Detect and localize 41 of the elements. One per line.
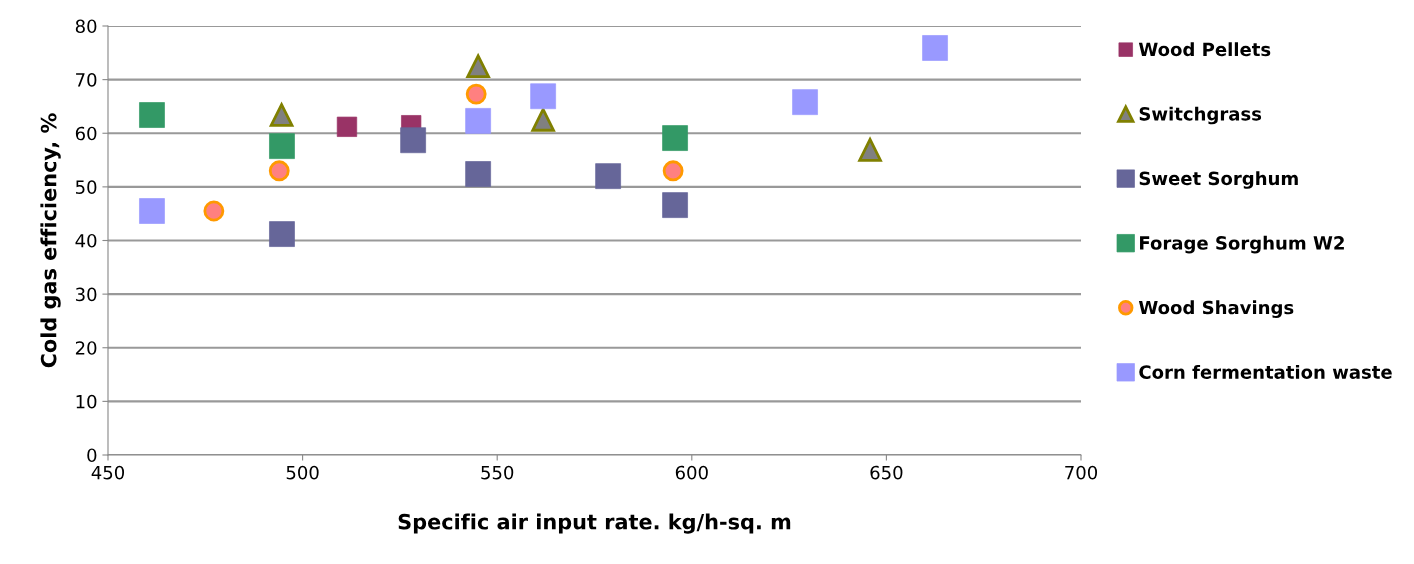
legend-label: Wood Shavings [1138, 300, 1294, 318]
point [792, 89, 818, 115]
point [662, 160, 684, 182]
y-tick-label: 30 [75, 287, 97, 302]
point [400, 127, 426, 154]
x-tick-label: 600 [675, 465, 708, 480]
x-tick-label: 700 [1065, 465, 1098, 480]
y-tick-label: 10 [76, 394, 97, 409]
y-tick-label: 40 [75, 233, 97, 248]
point [662, 192, 688, 218]
x-tick-label: 550 [481, 465, 514, 480]
point [465, 83, 487, 105]
point [139, 198, 165, 224]
point [531, 108, 555, 132]
point [662, 125, 688, 151]
legend-label: Corn fermentation waste [1139, 364, 1392, 379]
y-tick-label: 0 [87, 448, 97, 463]
legend-label: Sweet Sorghum [1139, 171, 1298, 189]
y-tick-label: 80 [75, 19, 97, 34]
point [595, 163, 621, 189]
y-tick-label: 20 [75, 341, 97, 355]
point [268, 160, 290, 182]
legend-label: Wood Pellets [1138, 42, 1271, 57]
y-tick-label: 50 [76, 180, 97, 194]
y-tick-label: 60 [75, 126, 97, 141]
y-tick-label: 70 [76, 73, 97, 87]
point [465, 161, 491, 187]
point [336, 116, 358, 137]
point [203, 200, 225, 222]
legend-label: Switchgrass [1139, 106, 1262, 125]
x-tick-label: 650 [870, 465, 903, 480]
legend-label: Forage Sorghum W2 [1140, 235, 1344, 254]
x-tick-label: 500 [286, 465, 319, 480]
point [466, 54, 490, 79]
point [465, 108, 491, 134]
x-tick-label: 450 [91, 465, 125, 480]
point [139, 102, 165, 128]
point [269, 103, 294, 127]
x-axis-title: Specific air input rate. kg/h-sq. m [398, 513, 791, 534]
point [858, 138, 882, 162]
y-axis-title: Cold gas efficiency, % [40, 113, 61, 368]
